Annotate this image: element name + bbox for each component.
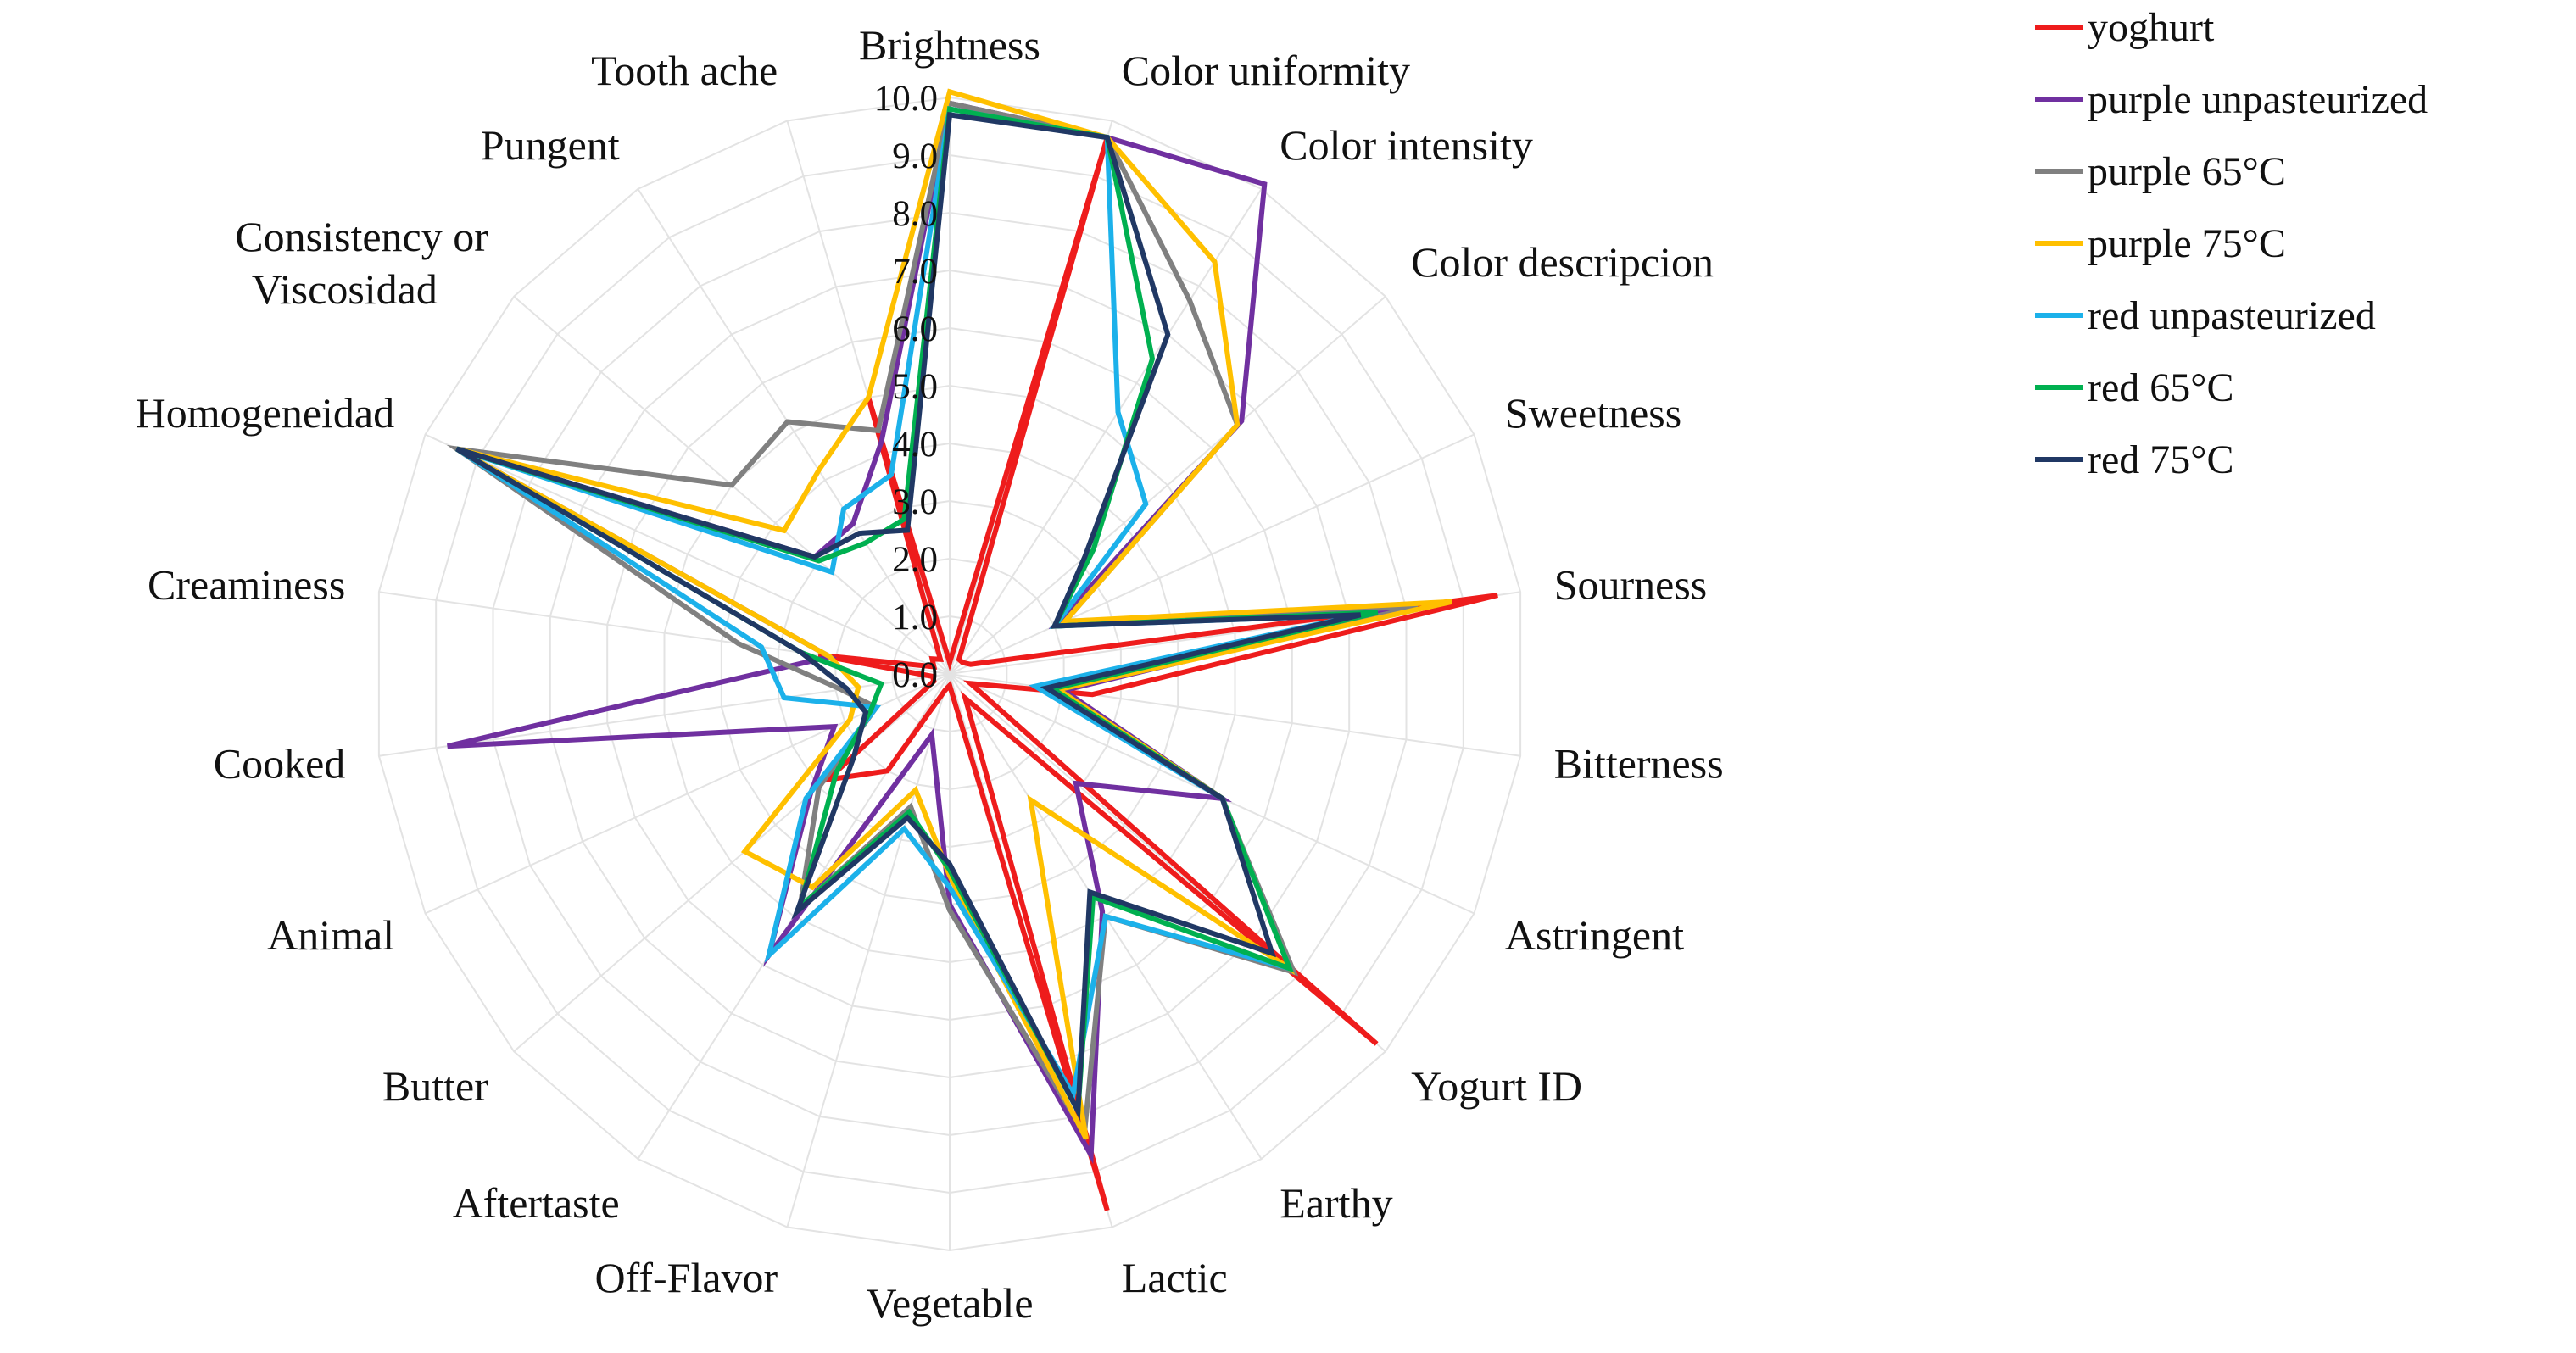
category-labels: Brightness Color uniformity Color intensit…: [136, 21, 1724, 1327]
category-label: Lactic: [1122, 1254, 1228, 1301]
grid-spoke: [949, 295, 1386, 675]
tick-label: 4.0: [892, 425, 938, 465]
grid-spoke: [786, 673, 951, 1228]
series-line-3: [455, 88, 1452, 1140]
legend-label: purple 75°C: [2088, 221, 2286, 266]
radar-series: [446, 88, 1498, 1211]
category-label: Color descripcion: [1411, 238, 1714, 286]
grid-spoke: [949, 188, 1263, 675]
category-label: Color intensity: [1280, 121, 1533, 169]
grid-spoke: [949, 433, 1475, 675]
series-line-0: [817, 136, 1498, 1211]
legend-label: red 75°C: [2088, 437, 2234, 482]
tick-label: 8.0: [892, 194, 938, 234]
tick-label: 7.0: [892, 252, 938, 292]
radar-grid: [377, 96, 1522, 1252]
tick-label: 2.0: [892, 540, 938, 580]
category-label: Brightness: [859, 21, 1040, 69]
category-label: Cooked: [214, 740, 346, 788]
legend-label: red 65°C: [2088, 365, 2234, 410]
category-label: Astringent: [1505, 911, 1684, 959]
category-label: Sourness: [1554, 560, 1708, 608]
grid-spoke: [637, 188, 951, 675]
category-label: Yogurt ID: [1411, 1062, 1582, 1110]
tick-label: 6.0: [892, 309, 938, 349]
category-label: Animal: [267, 911, 394, 959]
tick-label: 9.0: [892, 136, 938, 176]
category-label: Sweetness: [1505, 389, 1681, 437]
category-label: Aftertaste: [453, 1179, 620, 1227]
legend-label: purple unpasteurized: [2088, 77, 2428, 122]
category-label: Color uniformity: [1122, 47, 1410, 94]
category-label: Vegetable: [866, 1279, 1033, 1327]
tick-label: 3.0: [892, 482, 938, 522]
legend-label: yoghurt: [2088, 5, 2215, 50]
radial-tick-labels: 0.0 1.0 2.0 3.0 4.0 5.0 6.0 7.0 8.0 9.0 10.0: [874, 79, 938, 695]
legend-label: red unpasteurized: [2088, 293, 2376, 338]
tick-label: 10.0: [874, 79, 938, 119]
tick-label: 5.0: [892, 367, 938, 407]
series-line-6: [455, 111, 1362, 1121]
legend: yoghurt purple unpasteurized purple 65°C pu…: [2035, 5, 2428, 482]
category-label: Homogeneidad: [136, 389, 394, 437]
category-label: Consistency or Viscosidad: [235, 213, 488, 313]
legend-label: purple 65°C: [2088, 149, 2286, 194]
category-label: Creaminess: [148, 560, 345, 608]
category-label: Butter: [382, 1062, 488, 1110]
category-label: Earthy: [1280, 1179, 1392, 1227]
tick-label: 0.0: [892, 655, 938, 695]
category-label: Pungent: [481, 121, 620, 169]
category-label: Tooth ache: [591, 47, 778, 94]
category-label: Bitterness: [1554, 740, 1724, 788]
grid-spoke: [425, 433, 951, 675]
grid-spoke: [425, 673, 951, 915]
tick-label: 1.0: [892, 598, 938, 638]
category-label: Off-Flavor: [594, 1254, 778, 1301]
